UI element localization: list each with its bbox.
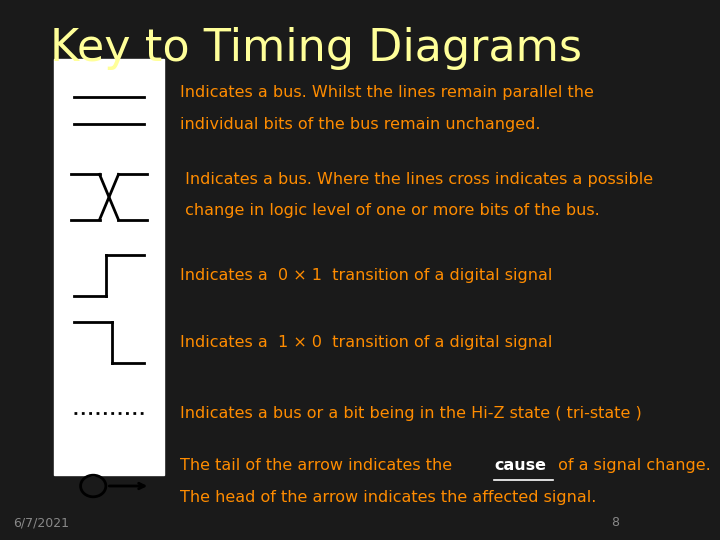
Text: Indicates a  0 × 1  transition of a digital signal: Indicates a 0 × 1 transition of a digita…: [180, 268, 552, 283]
Text: Key to Timing Diagrams: Key to Timing Diagrams: [50, 27, 582, 70]
Text: Indicates a  1 × 0  transition of a digital signal: Indicates a 1 × 0 transition of a digita…: [180, 335, 552, 350]
Text: cause: cause: [494, 458, 546, 473]
Text: change in logic level of one or more bits of the bus.: change in logic level of one or more bit…: [180, 203, 600, 218]
Text: The head of the arrow indicates the affected signal.: The head of the arrow indicates the affe…: [180, 490, 596, 505]
Text: 6/7/2021: 6/7/2021: [13, 516, 68, 529]
Text: 8: 8: [611, 516, 619, 529]
Text: Indicates a bus. Where the lines cross indicates a possible: Indicates a bus. Where the lines cross i…: [180, 172, 653, 187]
Text: The tail of the arrow indicates the: The tail of the arrow indicates the: [180, 458, 457, 473]
Text: individual bits of the bus remain unchanged.: individual bits of the bus remain unchan…: [180, 117, 541, 132]
Text: Indicates a bus or a bit being in the Hi-Z state ( tri-state ): Indicates a bus or a bit being in the Hi…: [180, 406, 642, 421]
Text: of a signal change.: of a signal change.: [553, 458, 711, 473]
Text: Indicates a bus. Whilst the lines remain parallel the: Indicates a bus. Whilst the lines remain…: [180, 85, 594, 100]
FancyBboxPatch shape: [54, 59, 164, 475]
